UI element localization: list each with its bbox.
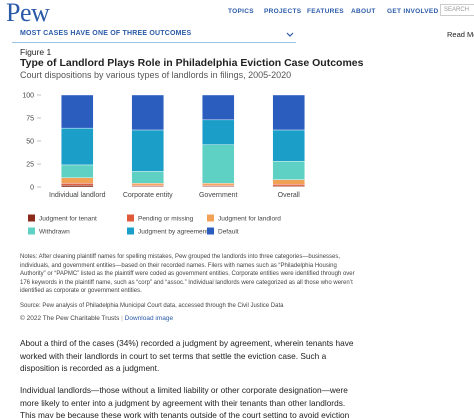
paragraph: About a third of the cases (34%) recorde… — [20, 338, 354, 373]
y-tick-label: 100 — [22, 93, 34, 100]
legend-label: Judgment by agreement — [138, 229, 208, 236]
paragraph: Individual landlords—those without a lim… — [20, 385, 350, 418]
bar-segment — [272, 161, 305, 180]
legend-swatch — [207, 227, 214, 235]
nav-link[interactable]: GET INVOLVED — [387, 8, 439, 15]
bar-segment — [131, 94, 164, 131]
download-link[interactable]: Download image — [124, 315, 174, 322]
copyright: © 2022 The Pew Charitable Trusts — [20, 315, 120, 322]
chart-source: Source: Pew analysis of Philadelphia Mun… — [20, 303, 284, 309]
bar-segment — [202, 144, 235, 184]
bar-segment — [202, 119, 235, 145]
legend-label: Default — [218, 229, 239, 236]
legend-label: Withdrawn — [39, 229, 70, 236]
legend-swatch — [127, 227, 134, 235]
bar-segment — [272, 129, 305, 162]
figure-label: Figure 1 — [20, 47, 52, 57]
logo[interactable]: Pew — [6, 0, 50, 27]
chart-notes: Notes: After cleaning plaintiff names fo… — [20, 254, 355, 295]
nav-link[interactable]: FEATURES — [307, 8, 344, 15]
nav-link[interactable]: ABOUT — [351, 8, 376, 15]
section-dropdown[interactable]: MOST CASES HAVE ONE OF THREE OUTCOMES — [12, 28, 296, 43]
y-tick-label: 0 — [30, 185, 34, 192]
legend-label: Pending or missing — [138, 216, 194, 223]
bar-segment — [61, 164, 94, 178]
bar-segment — [131, 129, 164, 172]
x-tick-label: Corporate entity — [123, 192, 173, 199]
y-tick-label: 75 — [26, 116, 34, 123]
bar-segment — [61, 183, 94, 186]
chevron — [286, 32, 294, 37]
bar-segment — [202, 183, 235, 186]
search-box[interactable]: SEARCH — [440, 4, 474, 16]
section-title: MOST CASES HAVE ONE OF THREE OUTCOMES — [20, 30, 192, 37]
legend-swatch — [127, 214, 134, 222]
chart-subtitle: Court dispositions by various types of l… — [20, 70, 292, 80]
bar-segment — [61, 127, 94, 166]
bar-segment — [272, 184, 305, 187]
bar-segment — [131, 183, 164, 186]
bar-segment — [61, 94, 94, 129]
bar-segment — [272, 94, 305, 131]
chart: 0 25 50 75 100 Individual landlord Corporate e… — [22, 93, 305, 236]
nav-link[interactable]: TOPICS — [228, 8, 254, 15]
legend-swatch — [28, 214, 35, 222]
bar-segment — [131, 171, 164, 184]
read-more[interactable]: Read More — [447, 30, 474, 39]
x-tick-label: Government — [199, 192, 238, 199]
legend-swatch — [28, 227, 35, 235]
bar-segment — [61, 177, 94, 184]
nav-link[interactable]: PROJECTS — [264, 8, 302, 15]
x-tick-label: Individual landlord — [49, 192, 106, 199]
chart-title: Type of Landlord Plays Role in Philadelp… — [20, 57, 364, 69]
legend-label: Judgment for tenant — [39, 216, 97, 223]
bar-segment — [202, 94, 235, 121]
y-tick-label: 25 — [26, 162, 34, 169]
x-tick-label: Overall — [278, 192, 301, 199]
y-tick-label: 50 — [26, 139, 34, 146]
legend-swatch — [207, 214, 214, 222]
copyright-line: © 2022 The Pew Charitable Trusts | Downl… — [20, 315, 174, 322]
bar-segment — [272, 179, 305, 185]
bar-segment — [61, 184, 94, 188]
legend-label: Judgment for landlord — [218, 216, 281, 223]
